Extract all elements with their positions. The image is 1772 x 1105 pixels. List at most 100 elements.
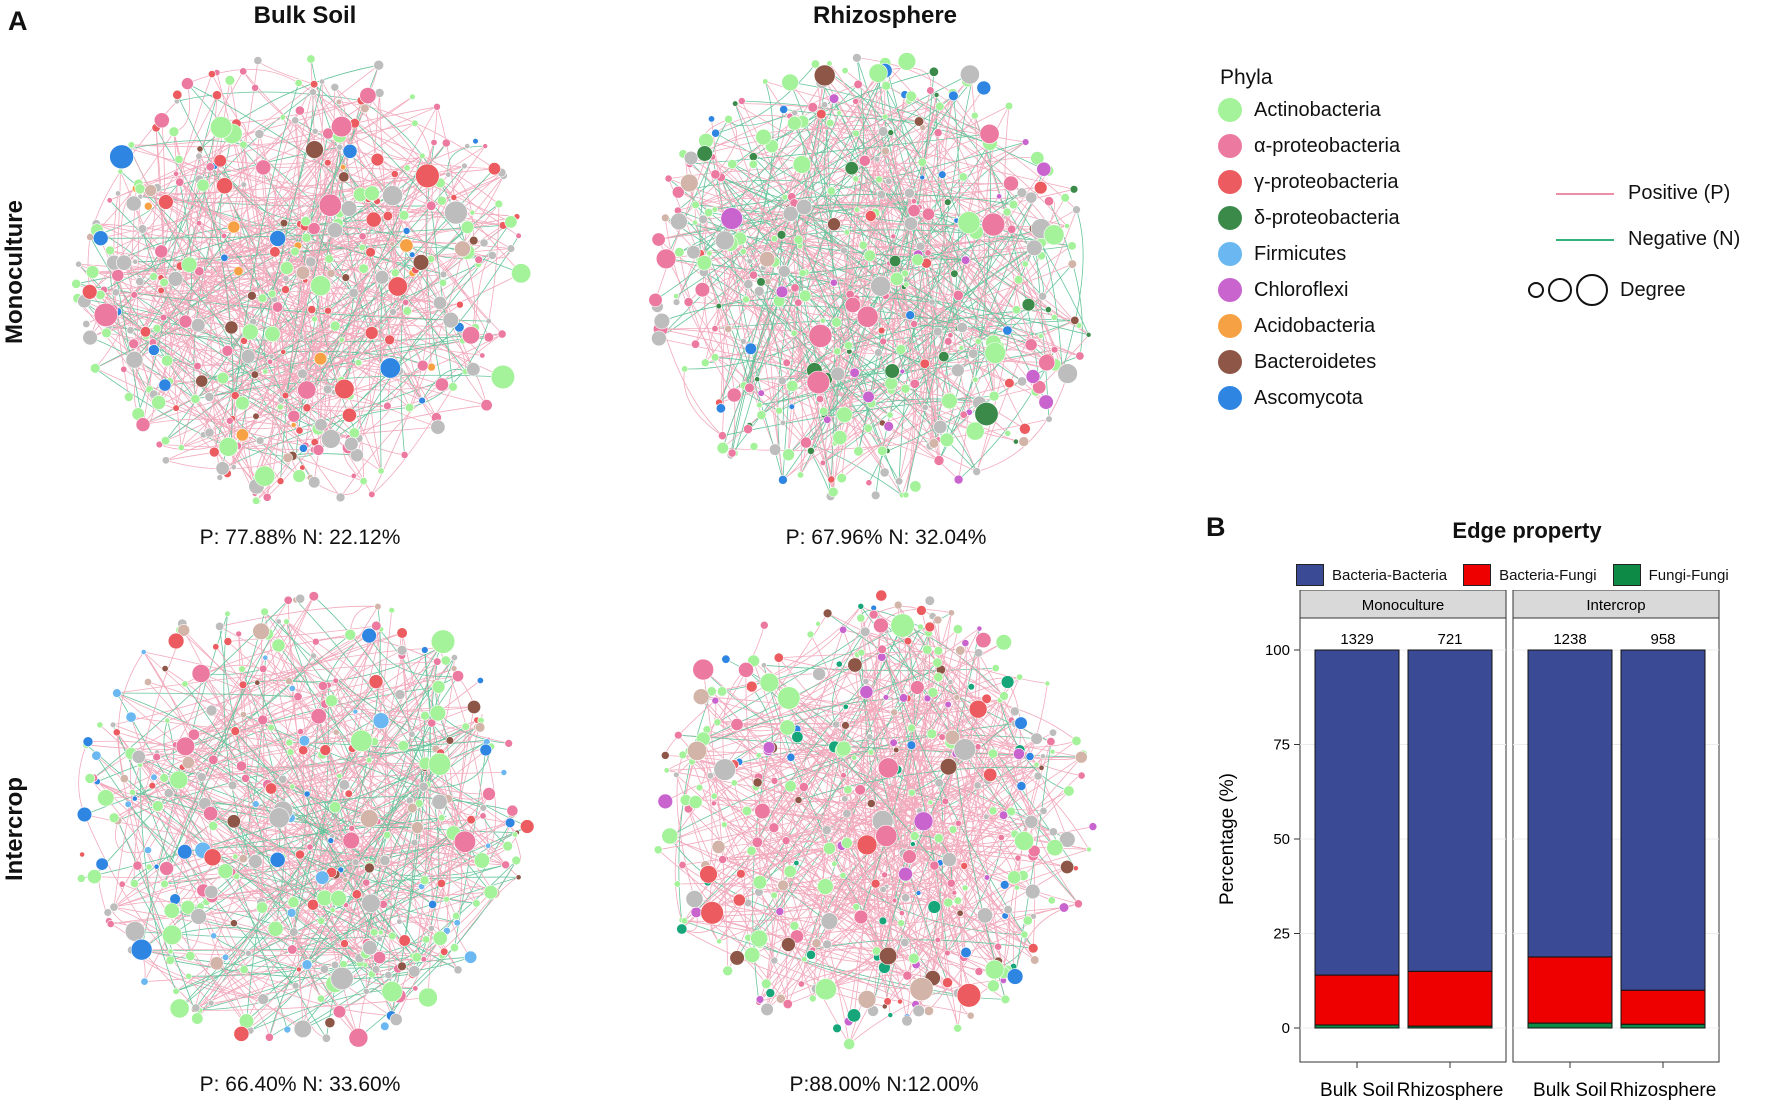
network-node xyxy=(255,436,265,445)
network-node xyxy=(1034,181,1048,195)
network-node xyxy=(349,448,364,463)
network-node xyxy=(114,190,121,197)
network-node xyxy=(511,831,518,838)
network-edge xyxy=(414,842,506,866)
network-node xyxy=(673,293,679,299)
network-node xyxy=(1050,313,1058,321)
network-node xyxy=(479,812,487,820)
network-node xyxy=(984,959,1005,980)
network-edge xyxy=(710,775,1034,949)
network-edge xyxy=(89,778,361,964)
network-node xyxy=(229,919,238,928)
network-node xyxy=(657,793,673,810)
network-node xyxy=(760,662,767,669)
network-node xyxy=(1028,844,1041,858)
network-node xyxy=(172,404,180,412)
facet-strip-label: Intercrop xyxy=(1586,597,1645,614)
network-node xyxy=(1058,902,1070,913)
network-edge xyxy=(171,927,293,950)
network-node xyxy=(340,200,358,217)
network-edge xyxy=(757,841,827,990)
network-node xyxy=(713,718,722,727)
network-edge xyxy=(288,742,367,883)
network-edge xyxy=(227,625,377,642)
network-node xyxy=(663,767,670,774)
network-node xyxy=(1025,752,1035,761)
network-edge xyxy=(313,595,426,769)
network-edge xyxy=(826,625,882,945)
network-node xyxy=(442,311,459,329)
network-node xyxy=(926,728,937,740)
network-node xyxy=(213,154,227,168)
network-edge xyxy=(164,856,236,885)
network-node xyxy=(397,740,409,752)
network-edge xyxy=(934,865,962,1029)
network-node xyxy=(82,329,98,346)
network-edge xyxy=(782,234,1055,382)
network-edge xyxy=(335,732,447,900)
network-node xyxy=(841,67,849,75)
network-node xyxy=(436,878,446,888)
network-node xyxy=(770,777,779,785)
network-node xyxy=(159,277,169,288)
network-node xyxy=(472,138,479,145)
network-node xyxy=(775,993,786,1004)
network-edge xyxy=(888,180,1042,243)
network-node xyxy=(252,496,261,505)
network-node xyxy=(956,983,982,1008)
network-node xyxy=(910,841,916,847)
network-node xyxy=(134,183,146,195)
network-edge xyxy=(714,323,753,349)
network-node xyxy=(1030,913,1037,920)
network-node xyxy=(233,1025,250,1042)
network-edge xyxy=(911,719,1012,794)
network-edge xyxy=(835,724,949,768)
network-edge xyxy=(224,257,289,458)
network-node xyxy=(418,396,426,405)
network-node xyxy=(788,403,795,410)
network-node xyxy=(479,804,487,812)
network-node xyxy=(487,162,501,176)
network-node xyxy=(832,720,840,729)
network-edge xyxy=(822,335,951,464)
network-node xyxy=(298,443,308,453)
network-edge xyxy=(405,302,487,406)
network-node xyxy=(910,319,918,328)
network-node xyxy=(239,965,249,975)
network-node xyxy=(227,780,238,791)
network-node xyxy=(504,817,516,829)
network-node xyxy=(716,441,729,455)
network-node xyxy=(856,834,878,856)
network-node xyxy=(190,908,207,925)
network-edge xyxy=(131,365,388,408)
network-edge xyxy=(235,876,288,1030)
network-node xyxy=(233,266,244,277)
network-node xyxy=(445,736,455,745)
network-node xyxy=(429,704,446,722)
network-node xyxy=(159,773,169,783)
network-node xyxy=(902,491,910,499)
network-node xyxy=(1088,822,1098,831)
network-node xyxy=(740,337,747,345)
network-node xyxy=(252,412,260,420)
network-edge xyxy=(116,692,299,698)
network-node xyxy=(140,649,147,655)
network-edge xyxy=(691,761,799,801)
network-node xyxy=(934,778,944,788)
network-edge xyxy=(157,193,391,395)
network-node xyxy=(1038,394,1054,410)
network-node xyxy=(412,254,430,271)
network-node xyxy=(789,921,800,931)
network-edge xyxy=(318,235,519,451)
network-node xyxy=(362,940,378,956)
network-node xyxy=(913,116,925,127)
network-node xyxy=(951,889,958,896)
network-node xyxy=(721,821,728,828)
network-node xyxy=(232,853,239,860)
network-node xyxy=(743,424,753,434)
network-edge xyxy=(1041,242,1063,371)
network-node xyxy=(382,210,394,222)
network-node xyxy=(812,667,826,681)
network-node xyxy=(85,265,100,279)
network-edge xyxy=(741,202,795,386)
